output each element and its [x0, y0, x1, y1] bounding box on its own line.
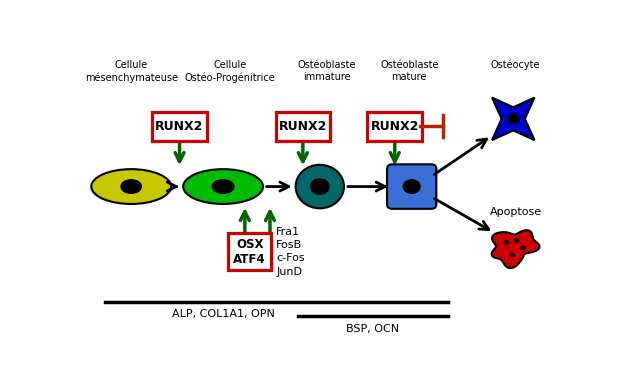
Text: Apoptose: Apoptose: [490, 207, 542, 217]
Text: RUNX2: RUNX2: [155, 120, 204, 133]
Text: BSP, OCN: BSP, OCN: [346, 324, 399, 334]
Ellipse shape: [212, 180, 234, 193]
Text: Cellule
Ostéo-Progénitrice: Cellule Ostéo-Progénitrice: [185, 60, 276, 83]
Text: RUNX2: RUNX2: [279, 120, 327, 133]
Ellipse shape: [403, 180, 420, 193]
Ellipse shape: [510, 253, 515, 257]
Ellipse shape: [514, 238, 519, 242]
Ellipse shape: [183, 169, 263, 204]
Ellipse shape: [504, 240, 509, 244]
FancyBboxPatch shape: [276, 111, 330, 141]
Text: Ostéocyte: Ostéocyte: [491, 60, 540, 70]
FancyBboxPatch shape: [368, 111, 422, 141]
FancyBboxPatch shape: [228, 233, 271, 270]
Ellipse shape: [520, 246, 525, 250]
Polygon shape: [492, 230, 540, 268]
Ellipse shape: [311, 179, 329, 194]
Ellipse shape: [91, 169, 171, 204]
Text: ALP, COL1A1, OPN: ALP, COL1A1, OPN: [172, 309, 275, 319]
Ellipse shape: [121, 180, 142, 193]
FancyBboxPatch shape: [152, 111, 207, 141]
Text: OSX
ATF4: OSX ATF4: [233, 238, 266, 266]
Text: Ostéoblaste
immature: Ostéoblaste immature: [298, 60, 356, 82]
FancyBboxPatch shape: [387, 164, 436, 209]
Text: Ostéoblaste
mature: Ostéoblaste mature: [380, 60, 439, 82]
Ellipse shape: [296, 165, 344, 208]
Polygon shape: [492, 98, 534, 140]
Text: Cellule
mésenchymateuse: Cellule mésenchymateuse: [85, 60, 178, 83]
Text: Fra1
FosB
c-Fos
JunD: Fra1 FosB c-Fos JunD: [276, 227, 305, 277]
Ellipse shape: [508, 114, 519, 124]
Text: RUNX2: RUNX2: [371, 120, 419, 133]
